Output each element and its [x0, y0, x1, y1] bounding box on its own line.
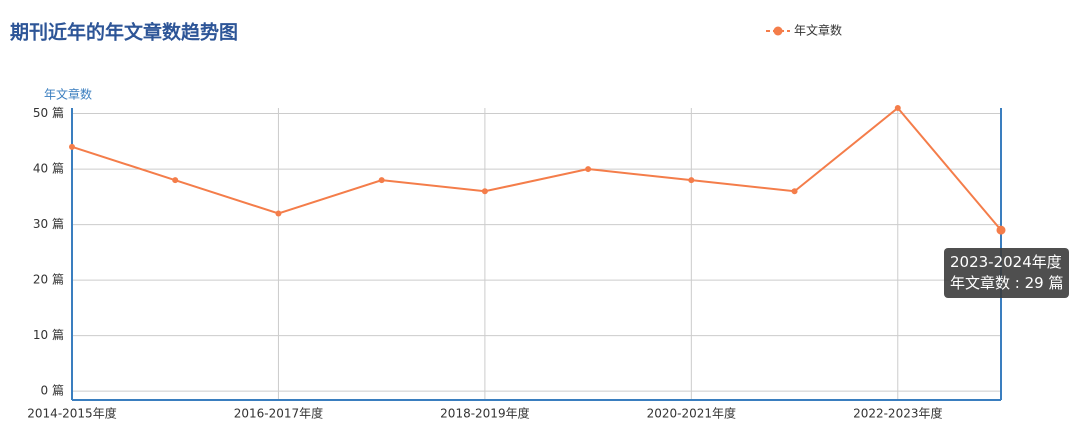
y-axis-label: 年文章数: [44, 87, 92, 102]
y-tick-label: 0 篇: [41, 383, 64, 398]
x-tick-label: 2014-2015年度: [27, 406, 116, 421]
point: [69, 143, 75, 150]
chart-title: 期刊近年的年文章数趋势图: [10, 21, 238, 44]
y-tick-label: 20 篇: [33, 272, 64, 287]
point: [791, 188, 798, 195]
x-tick-label: 2022-2023年度: [853, 406, 942, 421]
y-tick-label: 10 篇: [33, 327, 64, 342]
x-tick-label: 2016-2017年度: [234, 406, 323, 421]
point: [688, 177, 695, 184]
legend-dot: [773, 26, 783, 36]
point: [894, 105, 901, 111]
y-tick-label: 30 篇: [33, 216, 64, 231]
x-tick-label: 2018-2019年度: [440, 406, 529, 421]
series-line: [71, 106, 1002, 231]
point: [481, 188, 488, 195]
legend-label: 年文章数: [794, 23, 842, 38]
y-tick-label: 40 篇: [33, 161, 64, 176]
tooltip: 2023-2024年度 年文章数 : 29 篇: [944, 248, 1070, 298]
point: [172, 177, 179, 184]
tooltip-text: 年文章数 : 29 篇: [950, 274, 1064, 292]
point: [275, 210, 282, 217]
point: [996, 225, 1006, 235]
x-tick-label: 2020-2021年度: [647, 406, 736, 421]
tooltip-title: 2023-2024年度: [950, 253, 1062, 271]
point: [378, 177, 385, 184]
y-tick-label: 50 篇: [33, 105, 64, 120]
point: [585, 166, 592, 173]
